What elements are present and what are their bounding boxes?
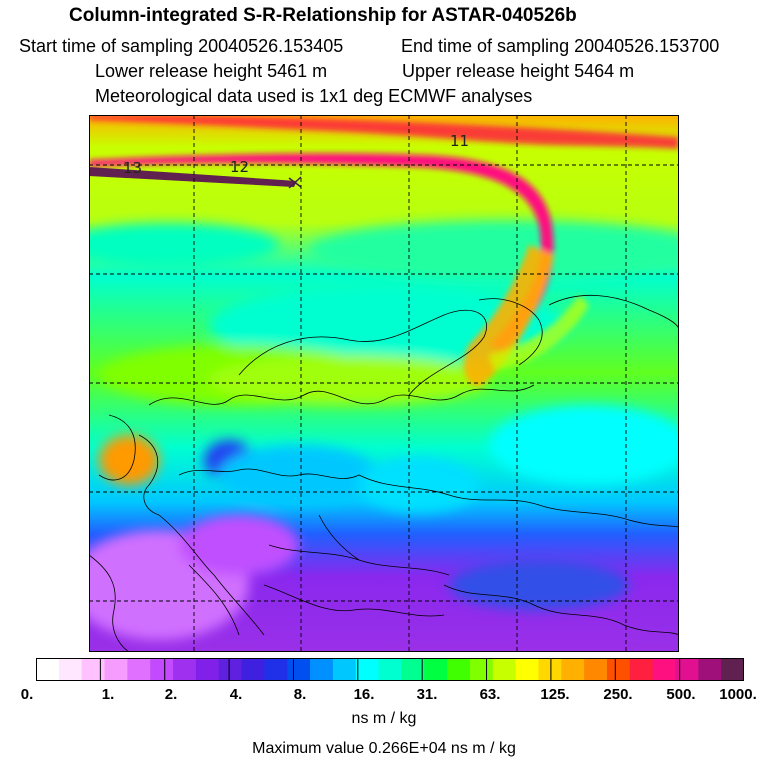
color-swatch — [721, 658, 744, 681]
color-swatch — [58, 658, 83, 681]
upper-height-label: Upper release height 5464 m — [402, 61, 635, 81]
color-swatch — [36, 658, 60, 681]
color-swatch — [447, 658, 471, 681]
color-swatch — [629, 658, 654, 681]
met-data-label: Meteorological data used is 1x1 deg ECMW… — [95, 86, 533, 106]
colorbar-label-9: 250. — [603, 686, 633, 703]
plot-title: Column-integrated S-R-Relationship for A… — [69, 5, 577, 26]
color-swatch — [241, 658, 265, 681]
color-swatch — [355, 658, 380, 681]
color-swatch — [606, 658, 631, 681]
color-swatch — [538, 658, 562, 681]
color-swatch — [150, 658, 174, 681]
color-swatch — [195, 658, 220, 681]
color-swatch — [492, 658, 517, 681]
start-time-label: Start time of sampling 20040526.153405 — [19, 36, 344, 56]
color-swatch — [378, 658, 402, 681]
color-swatch — [652, 658, 676, 681]
color-swatch — [561, 658, 585, 681]
color-swatch — [698, 658, 722, 681]
color-swatch — [310, 658, 334, 681]
color-swatch — [81, 658, 106, 681]
sensitivity-map — [89, 115, 679, 652]
end-time-label: End time of sampling 20040526.153700 — [401, 36, 720, 56]
colorbar-label-0: 0. — [20, 686, 34, 703]
color-swatch — [104, 658, 128, 681]
colorbar-border — [36, 658, 744, 681]
color-swatch — [218, 658, 243, 681]
colorbar-label-11: 1000. — [719, 686, 757, 703]
colorbar-units: ns m / kg — [351, 710, 417, 727]
color-swatch — [287, 658, 311, 681]
colorbar-label-8: 125. — [540, 686, 570, 703]
colorbar-label-7: 63. — [479, 686, 501, 703]
colorbar-label-10: 500. — [666, 686, 696, 703]
color-swatch — [264, 658, 288, 681]
colorbar-label-6: 31. — [416, 686, 438, 703]
color-swatch — [127, 658, 151, 681]
time-marker-12: 12 — [230, 158, 250, 176]
color-scale-bar — [36, 658, 744, 681]
colorbar-label-1: 1. — [101, 686, 115, 703]
color-swatch — [401, 658, 425, 681]
color-swatch — [424, 658, 448, 681]
color-swatch — [515, 658, 539, 681]
color-swatch — [173, 658, 197, 681]
color-swatch — [584, 658, 608, 681]
colorbar-label-5: 16. — [353, 686, 375, 703]
color-swatch — [469, 658, 494, 681]
maximum-value-label: Maximum value 0.266E+04 ns m / kg — [252, 740, 516, 757]
color-swatch — [675, 658, 699, 681]
time-marker-13: 13 — [123, 159, 143, 177]
colorbar-label-4: 8. — [293, 686, 307, 703]
lower-height-label: Lower release height 5461 m — [95, 61, 328, 81]
color-swatch — [332, 658, 357, 681]
colorbar-label-3: 4. — [229, 686, 243, 703]
time-marker-11: 11 — [450, 132, 470, 150]
colorbar-label-2: 2. — [164, 686, 178, 703]
